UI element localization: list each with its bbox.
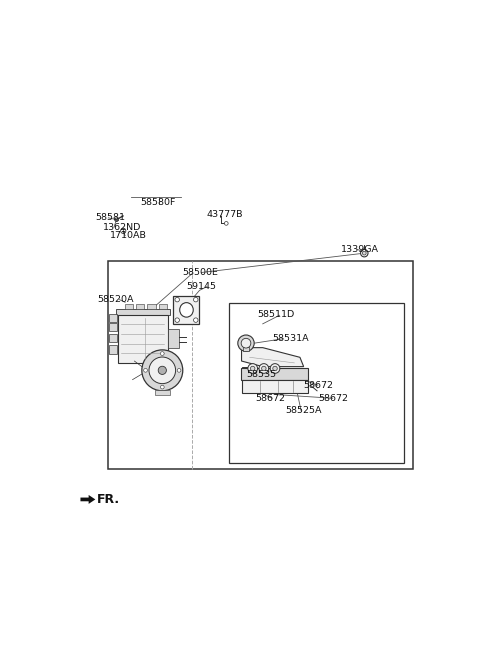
Bar [241, 380, 309, 393]
Circle shape [175, 318, 180, 322]
Bar [109, 346, 117, 354]
Polygon shape [241, 348, 304, 367]
Circle shape [175, 297, 180, 302]
Text: 58672: 58672 [304, 380, 334, 390]
Circle shape [238, 335, 254, 352]
Bar [118, 314, 168, 363]
Text: 58531A: 58531A [272, 334, 309, 343]
Circle shape [241, 338, 251, 348]
Bar [125, 304, 133, 309]
Circle shape [273, 366, 277, 371]
Text: 58525A: 58525A [285, 406, 322, 415]
Text: 58672: 58672 [255, 394, 285, 403]
Text: 58581: 58581 [96, 213, 125, 222]
Polygon shape [241, 367, 263, 374]
Text: 58511D: 58511D [257, 310, 294, 319]
Text: 58535: 58535 [246, 369, 276, 379]
Text: 1362ND: 1362ND [103, 222, 141, 232]
Circle shape [248, 363, 258, 373]
Circle shape [160, 385, 164, 389]
Bar [155, 390, 170, 394]
Text: 43777B: 43777B [207, 210, 243, 218]
Circle shape [262, 366, 266, 371]
Bar [116, 309, 170, 314]
Bar [108, 260, 413, 469]
Circle shape [225, 222, 228, 225]
Bar [173, 296, 200, 324]
Circle shape [144, 369, 147, 372]
Circle shape [160, 352, 164, 356]
Text: 58500E: 58500E [183, 268, 218, 277]
Ellipse shape [180, 302, 193, 317]
Circle shape [270, 363, 280, 373]
Bar [109, 323, 117, 331]
Bar [168, 329, 179, 348]
Text: FR.: FR. [97, 493, 120, 506]
Circle shape [360, 249, 368, 257]
Circle shape [149, 357, 176, 384]
Circle shape [259, 363, 269, 373]
Circle shape [362, 251, 366, 255]
Polygon shape [81, 495, 96, 504]
Circle shape [193, 318, 198, 322]
Bar [109, 314, 117, 322]
Text: 1710AB: 1710AB [110, 231, 147, 240]
Bar [243, 347, 249, 352]
Text: 58672: 58672 [319, 394, 348, 403]
Bar [158, 304, 167, 309]
Bar [241, 369, 308, 380]
Bar [147, 304, 156, 309]
Text: 58520A: 58520A [97, 295, 134, 304]
Bar [109, 335, 117, 342]
Bar [229, 303, 404, 463]
Circle shape [142, 350, 183, 391]
Text: 59145: 59145 [186, 282, 216, 291]
Circle shape [115, 218, 119, 222]
Circle shape [251, 366, 255, 371]
Text: 1339GA: 1339GA [341, 245, 379, 254]
Circle shape [177, 369, 181, 372]
Text: 58580F: 58580F [140, 198, 175, 207]
Circle shape [158, 366, 167, 375]
Circle shape [120, 228, 126, 234]
Circle shape [193, 297, 198, 302]
Bar [136, 304, 144, 309]
